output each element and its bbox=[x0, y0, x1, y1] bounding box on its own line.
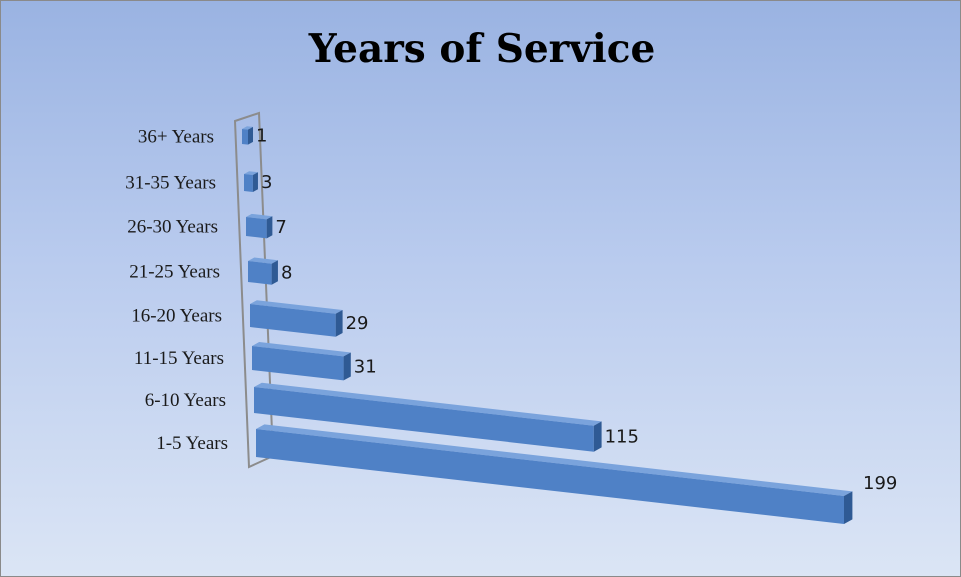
bar-end-face bbox=[844, 491, 853, 524]
category-label-36plus-years: 36+ Years bbox=[138, 127, 214, 148]
category-label-11-15-years: 11-15 Years bbox=[134, 348, 224, 369]
bar-top-face bbox=[256, 424, 853, 496]
bar-front-face bbox=[256, 429, 844, 524]
data-label-36plus-years: 1 bbox=[256, 126, 267, 147]
category-label-6-10-years: 6-10 Years bbox=[145, 390, 226, 411]
bar-end-face bbox=[248, 126, 253, 145]
bar-top-face bbox=[254, 382, 602, 426]
bar-end-face bbox=[335, 309, 343, 337]
bar-1-5-years bbox=[256, 424, 853, 524]
category-label-31-35-years: 31-35 Years bbox=[125, 173, 216, 194]
data-label-6-10-years: 115 bbox=[605, 426, 639, 447]
data-label-21-25-years: 8 bbox=[281, 262, 292, 283]
category-label-16-20-years: 16-20 Years bbox=[131, 306, 222, 327]
bar-11-15-years bbox=[252, 342, 351, 381]
data-label-16-20-years: 29 bbox=[346, 313, 369, 334]
bar-front-face bbox=[252, 346, 344, 381]
bar-top-face bbox=[248, 257, 278, 264]
bar-21-25-years bbox=[248, 257, 278, 285]
bar-front-face bbox=[254, 387, 594, 452]
bar-front-face bbox=[250, 304, 336, 337]
bar-end-face bbox=[252, 172, 258, 193]
bar-end-face bbox=[271, 260, 278, 285]
category-axis: 36+ Years 31-35 Years 26-30 Years 21-25 Yea… bbox=[125, 127, 228, 455]
bar-top-face bbox=[250, 300, 343, 314]
bar-top-face bbox=[252, 342, 351, 357]
category-label-26-30-years: 26-30 Years bbox=[127, 217, 218, 238]
bar-16-20-years bbox=[250, 300, 343, 337]
data-label-31-35-years: 3 bbox=[261, 172, 272, 193]
bar-31-35-years bbox=[244, 171, 258, 193]
bar-top-face bbox=[242, 126, 253, 130]
category-label-21-25-years: 21-25 Years bbox=[129, 262, 220, 283]
bar-front-face bbox=[246, 217, 267, 239]
bar-series bbox=[242, 126, 853, 524]
data-label-26-30-years: 7 bbox=[275, 217, 286, 238]
bar-36plus-years bbox=[242, 126, 253, 145]
bar-6-10-years bbox=[254, 382, 602, 452]
bar-front-face bbox=[248, 261, 272, 285]
data-labels: 1 3 7 8 29 31 115 199 bbox=[256, 126, 897, 494]
bar-end-face bbox=[343, 352, 351, 381]
category-label-1-5-years: 1-5 Years bbox=[156, 433, 228, 454]
bar-top-face bbox=[246, 213, 273, 220]
data-label-1-5-years: 199 bbox=[863, 473, 897, 494]
data-label-11-15-years: 31 bbox=[354, 356, 377, 377]
bar-front-face bbox=[242, 129, 248, 145]
bar-end-face bbox=[266, 216, 273, 239]
bar-end-face bbox=[593, 421, 602, 452]
chart-title: Years of Service bbox=[308, 26, 656, 72]
bar-top-face bbox=[244, 171, 258, 176]
bar-front-face bbox=[244, 174, 253, 193]
bar-26-30-years bbox=[246, 213, 273, 239]
